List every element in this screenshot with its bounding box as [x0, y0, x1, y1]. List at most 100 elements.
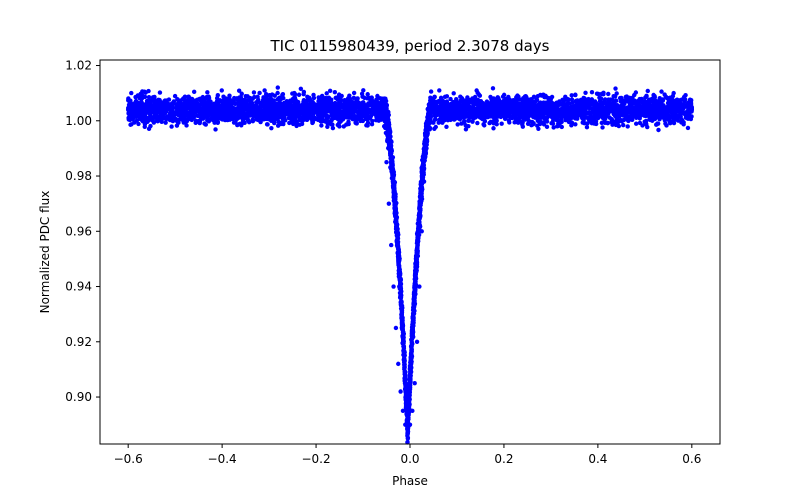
data-point — [351, 95, 356, 101]
data-point — [271, 103, 276, 109]
data-point — [438, 95, 444, 101]
data-point — [538, 115, 544, 121]
data-point — [580, 106, 586, 112]
data-point — [544, 124, 550, 130]
data-point — [520, 122, 525, 127]
data-point — [250, 119, 256, 124]
data-point — [523, 99, 528, 104]
data-point — [463, 123, 468, 128]
data-point — [345, 112, 350, 118]
data-point — [157, 90, 163, 95]
data-point — [663, 94, 669, 100]
data-point — [293, 97, 298, 102]
data-point — [462, 109, 467, 114]
data-point — [275, 85, 280, 90]
data-point — [625, 124, 630, 129]
data-point — [324, 91, 329, 96]
data-point — [361, 88, 366, 93]
data-point — [297, 122, 302, 127]
data-point — [304, 105, 309, 110]
data-point — [195, 113, 200, 119]
data-point — [189, 101, 195, 107]
data-point — [654, 100, 659, 106]
data-point — [185, 113, 191, 118]
data-point — [481, 106, 486, 111]
data-point — [151, 110, 156, 115]
data-point — [130, 106, 135, 112]
data-point — [621, 122, 626, 128]
data-point — [252, 114, 257, 119]
data-point — [266, 116, 271, 122]
data-point — [469, 100, 474, 105]
data-point — [155, 119, 160, 124]
data-point — [637, 120, 643, 126]
data-point — [217, 112, 222, 117]
data-point — [360, 94, 365, 99]
data-point — [268, 93, 273, 99]
data-point — [169, 124, 174, 129]
data-point — [625, 117, 630, 123]
data-point — [225, 116, 231, 121]
data-point — [159, 119, 164, 125]
data-point — [476, 92, 482, 97]
data-point — [454, 97, 459, 102]
data-point — [654, 122, 659, 127]
data-point — [367, 115, 372, 121]
data-point — [281, 101, 287, 106]
data-point — [374, 114, 379, 120]
data-point — [345, 102, 350, 108]
data-point — [243, 116, 249, 121]
data-point — [275, 105, 280, 110]
data-point — [686, 102, 692, 108]
data-point — [291, 116, 296, 122]
data-point — [324, 114, 329, 120]
data-point — [153, 114, 158, 119]
data-point — [567, 101, 573, 106]
data-point — [195, 97, 200, 102]
data-point — [163, 120, 168, 125]
data-point — [341, 124, 346, 129]
data-point — [633, 121, 639, 126]
data-point — [352, 105, 358, 110]
data-point — [648, 112, 653, 117]
data-point — [533, 108, 539, 113]
data-point — [365, 92, 370, 97]
data-point — [451, 109, 456, 115]
data-point — [145, 107, 150, 113]
data-point — [317, 117, 323, 122]
data-point — [583, 110, 588, 116]
data-point — [337, 99, 342, 105]
data-point — [352, 115, 357, 120]
data-point — [573, 122, 578, 127]
data-point — [255, 94, 260, 100]
data-point — [203, 122, 208, 127]
data-point — [659, 89, 664, 94]
data-point — [146, 88, 151, 94]
data-point — [544, 95, 549, 100]
data-point — [573, 92, 578, 98]
data-point — [142, 124, 147, 129]
data-point — [177, 104, 182, 109]
data-points — [125, 85, 695, 445]
data-point — [150, 117, 155, 123]
data-point — [589, 89, 595, 95]
data-point — [243, 93, 248, 99]
data-point — [506, 94, 511, 100]
data-point — [531, 114, 537, 120]
data-point — [544, 100, 549, 105]
data-point — [155, 98, 161, 103]
data-point — [126, 117, 132, 122]
data-point — [568, 115, 573, 121]
data-point — [365, 120, 371, 126]
data-point — [265, 122, 270, 127]
data-point — [463, 127, 469, 132]
data-point — [672, 108, 677, 113]
data-point — [128, 102, 134, 107]
chart-title: TIC 0115980439, period 2.3078 days — [269, 37, 549, 55]
data-point — [211, 114, 216, 119]
data-point — [257, 90, 262, 96]
data-point — [677, 102, 682, 107]
data-point — [369, 122, 375, 127]
data-point — [325, 124, 330, 130]
data-point — [161, 109, 167, 115]
